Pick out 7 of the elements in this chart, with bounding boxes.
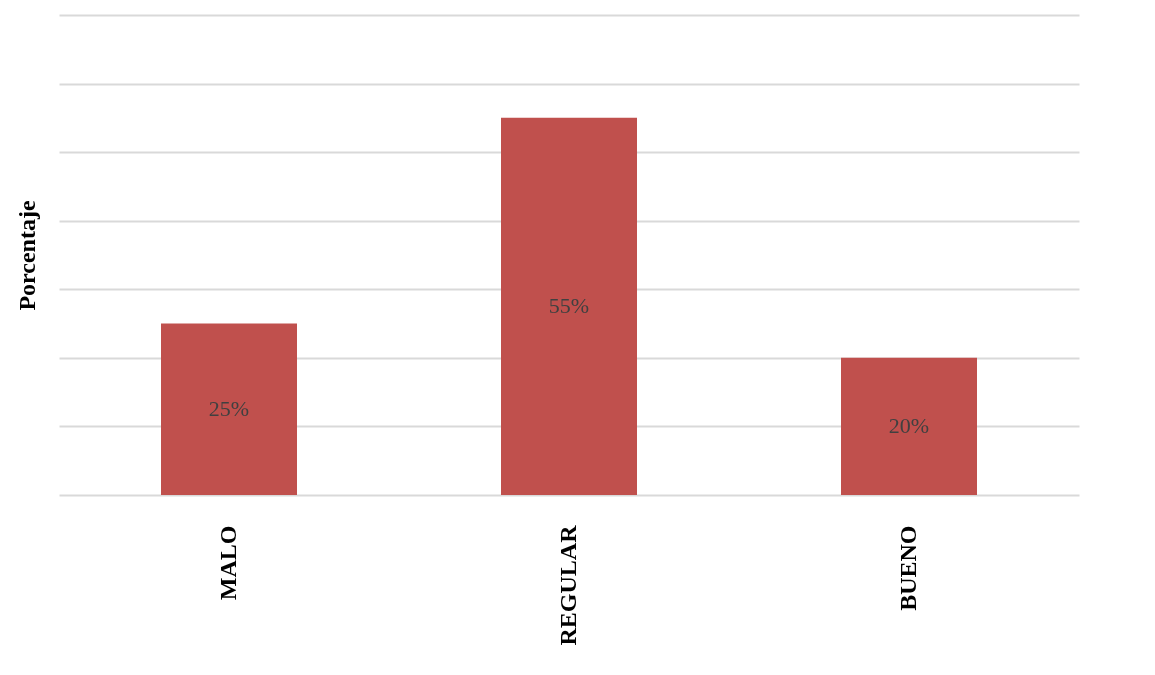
data-label: 55% — [548, 293, 590, 319]
data-label: 20% — [888, 413, 930, 439]
y-axis-title: Porcentaje — [13, 200, 40, 311]
data-label: 25% — [208, 396, 250, 422]
x-tick-label: REGULAR — [555, 524, 581, 646]
x-tick-label: MALO — [215, 525, 241, 601]
x-tick-label: BUENO — [895, 525, 921, 611]
